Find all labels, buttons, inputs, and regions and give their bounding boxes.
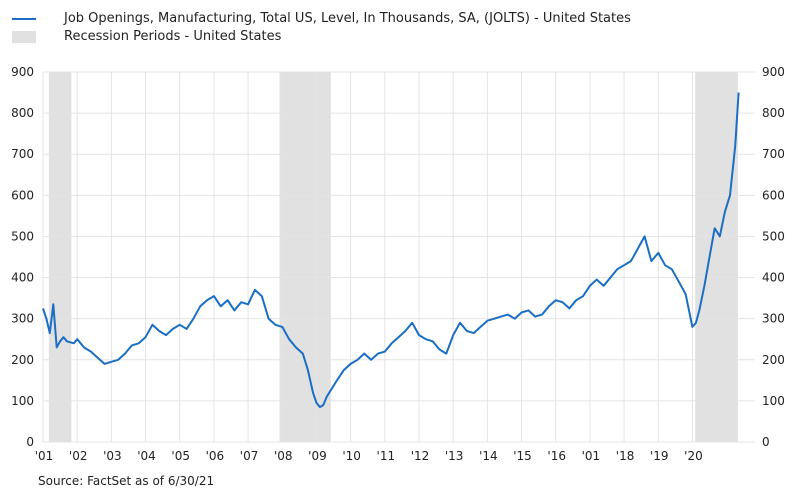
recession-band-3 xyxy=(695,72,738,442)
y-tick-label-left: 400 xyxy=(11,271,34,285)
grid-lines xyxy=(42,71,755,443)
y-tick-label-left: 900 xyxy=(11,65,34,79)
series-line-job-openings xyxy=(42,92,740,409)
y-tick-label-right: 700 xyxy=(762,147,785,161)
y-axis-right: 0 100 200 300 400 500 600 700 800 900 xyxy=(762,65,785,449)
legend-series-swatch xyxy=(12,18,36,20)
y-tick-label-left: 500 xyxy=(11,229,34,243)
y-tick-label-left: 100 xyxy=(11,394,34,408)
y-tick-label-left: 600 xyxy=(11,188,34,202)
y-tick-label-right: 200 xyxy=(762,353,785,367)
legend-series-label: Job Openings, Manufacturing, Total US, L… xyxy=(64,11,631,26)
y-tick-label-left: 700 xyxy=(11,147,34,161)
x-tick-label: '06 xyxy=(206,449,225,463)
y-tick-label-right: 300 xyxy=(762,312,785,326)
y-tick-label-left: 200 xyxy=(11,353,34,367)
x-tick-label: '10 xyxy=(342,449,361,463)
legend-item-recession: Recession Periods - United States xyxy=(12,28,631,46)
y-tick-label-right: 800 xyxy=(762,106,785,120)
y-tick-label-right: 100 xyxy=(762,394,785,408)
y-tick-label-left: 800 xyxy=(11,106,34,120)
y-tick-label-right: 0 xyxy=(762,435,770,449)
y-tick-label-right: 400 xyxy=(762,271,785,285)
x-tick-label: '09 xyxy=(308,449,327,463)
x-tick-label: '14 xyxy=(479,449,498,463)
legend: Job Openings, Manufacturing, Total US, L… xyxy=(12,10,631,46)
x-tick-label: '08 xyxy=(274,449,293,463)
x-tick-label: '05 xyxy=(171,449,190,463)
x-tick-label: '13 xyxy=(445,449,464,463)
x-tick-label: '01 xyxy=(582,449,601,463)
x-tick-label: '04 xyxy=(137,449,156,463)
x-tick-label: '20 xyxy=(684,449,703,463)
y-tick-label-left: 0 xyxy=(26,435,34,449)
x-tick-label: '19 xyxy=(650,449,669,463)
x-tick-label: '15 xyxy=(513,449,532,463)
x-tick-label: '01 xyxy=(35,449,54,463)
legend-recession-swatch xyxy=(12,31,36,43)
y-axis-left: 0 100 200 300 400 500 600 700 800 900 xyxy=(11,65,34,449)
recession-band-1 xyxy=(48,72,72,442)
x-tick-label: '07 xyxy=(240,449,259,463)
recession-bands xyxy=(48,72,738,442)
x-tick-label: '11 xyxy=(377,449,396,463)
x-tick-label: '16 xyxy=(547,449,566,463)
legend-item-series: Job Openings, Manufacturing, Total US, L… xyxy=(12,10,631,28)
series-layer xyxy=(42,92,740,409)
x-axis: '01 '02 '03 '04 '05 '06 '07 '08 '09 '10 '11 '12 '13 '… xyxy=(35,449,703,463)
y-tick-label-right: 500 xyxy=(762,229,785,243)
x-tick-label: '03 xyxy=(103,449,122,463)
legend-recession-label: Recession Periods - United States xyxy=(64,29,282,44)
x-tick-label: '02 xyxy=(69,449,88,463)
x-tick-label: '18 xyxy=(616,449,635,463)
y-tick-label-right: 900 xyxy=(762,65,785,79)
x-tick-label: '12 xyxy=(411,449,430,463)
source-note: Source: FactSet as of 6/30/21 xyxy=(38,474,215,488)
recession-band-2 xyxy=(279,72,331,442)
y-tick-label-right: 600 xyxy=(762,188,785,202)
y-tick-label-left: 300 xyxy=(11,312,34,326)
